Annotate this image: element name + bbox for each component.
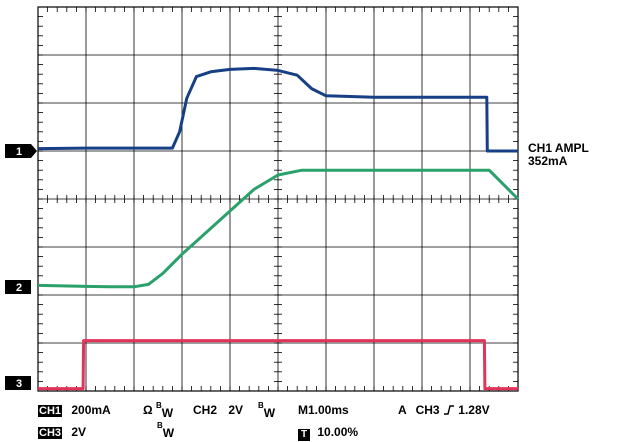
channel-markers: 1 2 3 (5, 144, 37, 390)
trigger-status: A CH3 1.28V (398, 403, 490, 417)
ch1-marker-label: 1 (16, 146, 22, 158)
ch3-bw: BW (157, 421, 175, 440)
timebase: M1.00ms (298, 403, 349, 417)
ch3-marker-label: 3 (16, 378, 22, 390)
ch2-label: CH2 (193, 403, 218, 417)
trigger-position: T 10.00% (298, 425, 358, 441)
measurement-readout: CH1 AMPL 352mA (528, 142, 589, 168)
ch3-status: CH3 2V (38, 425, 86, 439)
ch2-scale: 2V (228, 403, 244, 417)
marker-arrow-icon (5, 144, 37, 158)
bw-limit-sub: W (263, 406, 276, 420)
ch2-bw: BW (258, 401, 276, 420)
ch1-status: CH1 200mA (38, 403, 111, 417)
trigger-level: 1.28V (458, 403, 490, 417)
bw-limit-sup: B (157, 421, 163, 430)
bw-limit-sup: B (258, 401, 264, 410)
bw-limit-sub: W (161, 406, 174, 420)
ohm-icon: Ω (143, 403, 153, 417)
trigger-position-value: 10.00% (317, 425, 359, 439)
ch2-ground-marker: 2 (5, 280, 31, 294)
ch3-trace (38, 339, 518, 391)
ch1-coupling-bw: Ω BW (143, 401, 174, 420)
rising-edge-icon (443, 405, 454, 415)
marker-box (5, 280, 31, 294)
trigger-mode: A (398, 403, 407, 417)
trigger-position-icon: T (298, 429, 310, 441)
ch1-tag: CH1 (38, 405, 63, 417)
ch1-trace (37, 66, 518, 153)
ch1-ground-marker: 1 (5, 144, 37, 158)
trigger-source: CH3 (415, 403, 440, 417)
ch1-scale: 200mA (71, 403, 111, 417)
marker-box (5, 376, 31, 390)
bw-limit-sub: W (162, 426, 175, 440)
graticule (37, 6, 519, 392)
ch3-ground-marker: 3 (5, 376, 31, 390)
ch3-scale: 2V (71, 425, 87, 439)
ch2-marker-label: 2 (16, 282, 22, 294)
measurement-label: CH1 AMPL (528, 141, 589, 155)
traces (37, 66, 520, 391)
ch2-trace (37, 168, 520, 289)
ch3-tag: CH3 (38, 427, 63, 439)
measurement-value: 352mA (528, 154, 568, 168)
ch2-status: CH2 2V (193, 403, 243, 417)
bw-limit-sup: B (155, 401, 162, 410)
